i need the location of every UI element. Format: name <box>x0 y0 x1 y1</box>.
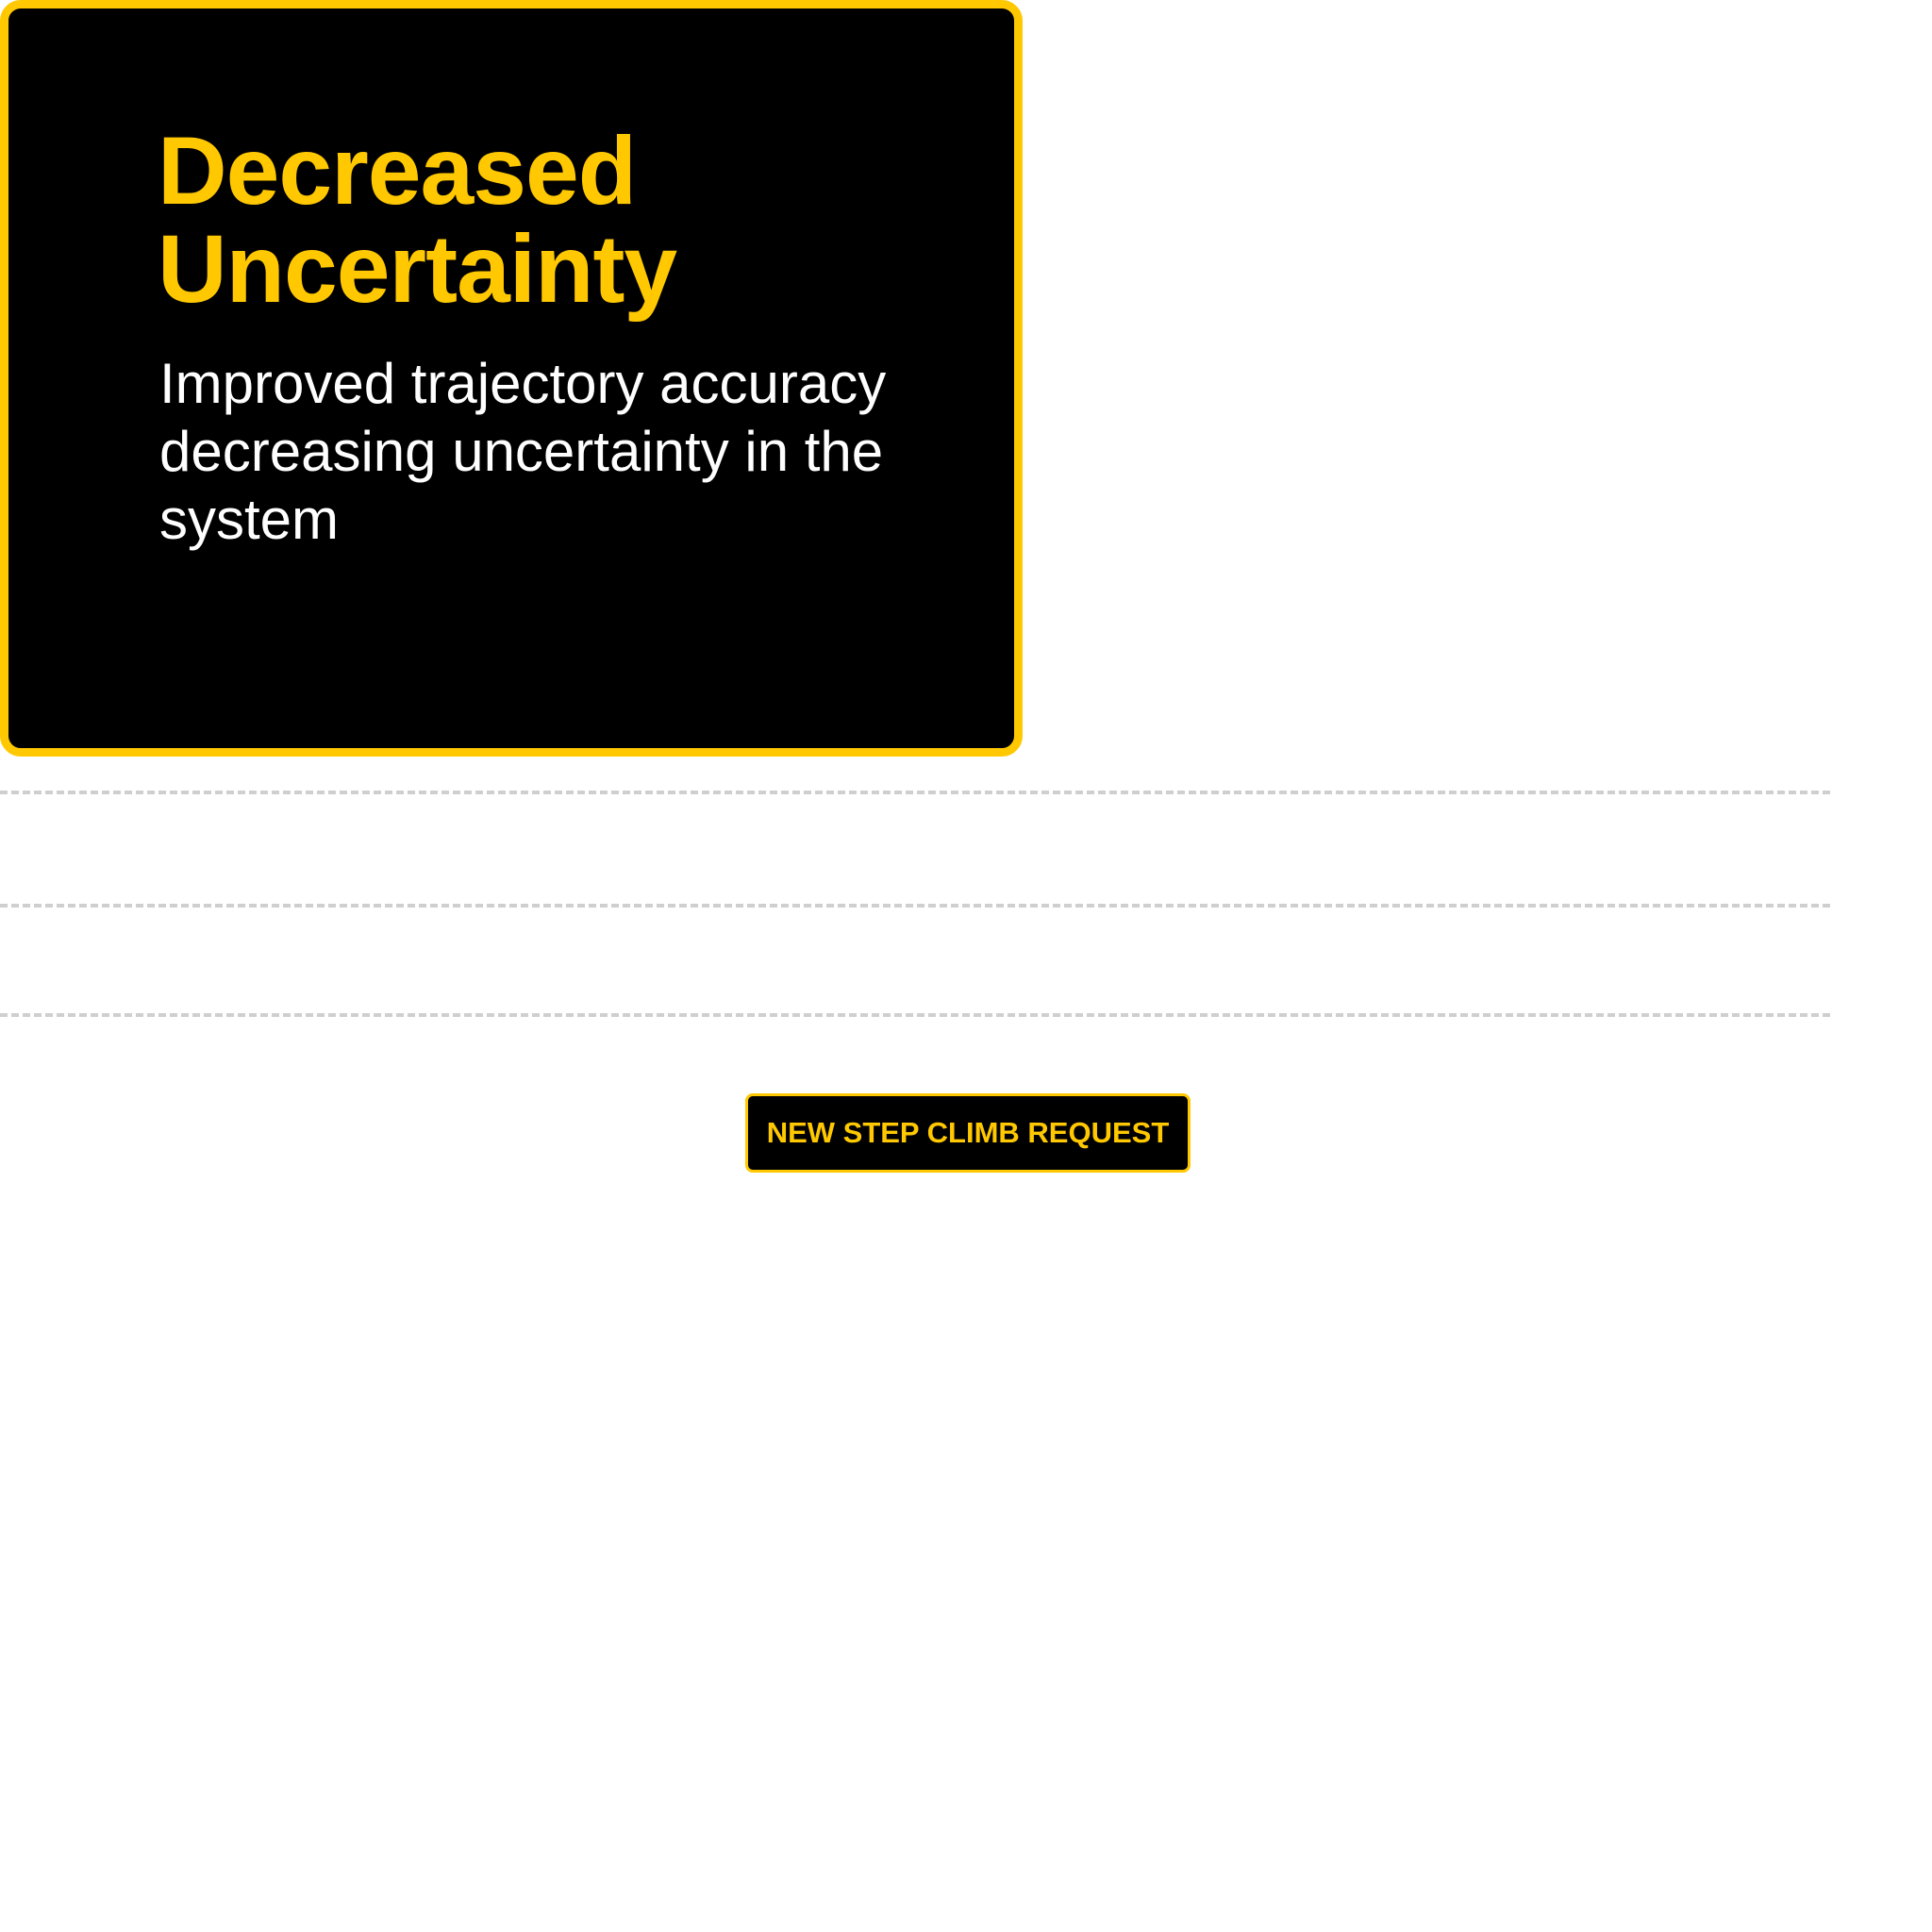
info-card: Decreased Uncertainty Improved trajector… <box>0 0 1023 757</box>
card-title-line-1: Decreased <box>158 117 637 225</box>
card-title-line-2: Uncertainty <box>158 215 677 323</box>
dashed-divider-3 <box>0 1013 1830 1017</box>
new-step-climb-request-button[interactable]: NEW STEP CLIMB REQUEST <box>745 1093 1191 1173</box>
dashed-divider-2 <box>0 904 1830 908</box>
card-description: Improved trajectory accuracy decreasing … <box>159 352 887 551</box>
dashed-divider-1 <box>0 791 1830 794</box>
card-title: Decreased Uncertainty <box>158 122 677 318</box>
